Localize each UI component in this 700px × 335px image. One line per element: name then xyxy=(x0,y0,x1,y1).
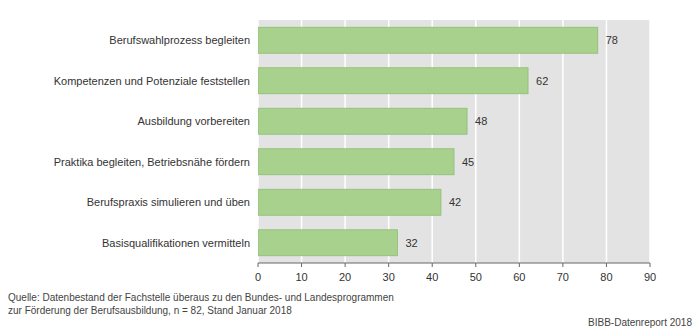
tick-mark xyxy=(562,263,563,267)
category-label: Berufswahlprozess begleiten xyxy=(109,34,250,46)
tick-mark xyxy=(258,263,259,267)
tick-mark xyxy=(650,263,651,267)
tick-label: 40 xyxy=(426,271,438,283)
grid-line xyxy=(606,20,608,263)
bar xyxy=(258,108,467,134)
grid-line xyxy=(475,20,477,263)
bar xyxy=(258,189,441,215)
category-label: Berufspraxis simulieren und üben xyxy=(87,196,250,208)
tick-mark xyxy=(388,263,389,267)
grid-line xyxy=(257,20,259,263)
data-label: 78 xyxy=(606,34,618,46)
tick-label: 90 xyxy=(644,271,656,283)
grid-line xyxy=(519,20,521,263)
grid-line xyxy=(431,20,433,263)
chart-svg: 78 Berufswahlprozess begleiten 62 Kompetenz… xyxy=(0,0,700,335)
bar xyxy=(258,68,528,94)
tick-mark xyxy=(606,263,607,267)
bar xyxy=(258,149,454,175)
tick-label: 0 xyxy=(255,271,261,283)
bar xyxy=(258,230,397,256)
source-text: Quelle: Datenbestand der Fachstelle über… xyxy=(8,292,394,303)
category-label: Basisqualifikationen vermitteln xyxy=(102,237,250,249)
source-text: zur Förderung der Berufsausbildung, n = … xyxy=(8,305,292,316)
data-label: 32 xyxy=(405,237,417,249)
grid-line xyxy=(301,20,303,263)
bars xyxy=(258,27,598,256)
credit-text: BIBB-Datenreport 2018 xyxy=(588,317,692,328)
tick-label: 20 xyxy=(339,271,351,283)
grid-line xyxy=(388,20,390,263)
category-label: Ausbildung vorbereiten xyxy=(137,115,250,127)
grid-line xyxy=(344,20,346,263)
tick-mark xyxy=(432,263,433,267)
data-label: 42 xyxy=(449,196,461,208)
tick-label: 60 xyxy=(513,271,525,283)
plot-background xyxy=(258,20,650,263)
tick-label: 50 xyxy=(470,271,482,283)
tick-mark xyxy=(519,263,520,267)
tick-mark xyxy=(301,263,302,267)
x-axis-line xyxy=(258,263,650,264)
data-label: 45 xyxy=(462,156,474,168)
grid-line xyxy=(649,20,651,263)
tick-label: 80 xyxy=(600,271,612,283)
chart-container: 78 Berufswahlprozess begleiten 62 Kompetenz… xyxy=(0,0,700,335)
data-label: 62 xyxy=(536,75,548,87)
grid-line xyxy=(562,20,564,263)
tick-mark xyxy=(345,263,346,267)
tick-label: 30 xyxy=(383,271,395,283)
data-label: 48 xyxy=(475,115,487,127)
category-label: Praktika begleiten, Betriebsnähe fördern xyxy=(54,156,250,168)
tick-label: 70 xyxy=(557,271,569,283)
category-label: Kompetenzen und Potenziale feststellen xyxy=(54,75,250,87)
tick-mark xyxy=(475,263,476,267)
tick-label: 10 xyxy=(295,271,307,283)
bar xyxy=(258,27,598,53)
